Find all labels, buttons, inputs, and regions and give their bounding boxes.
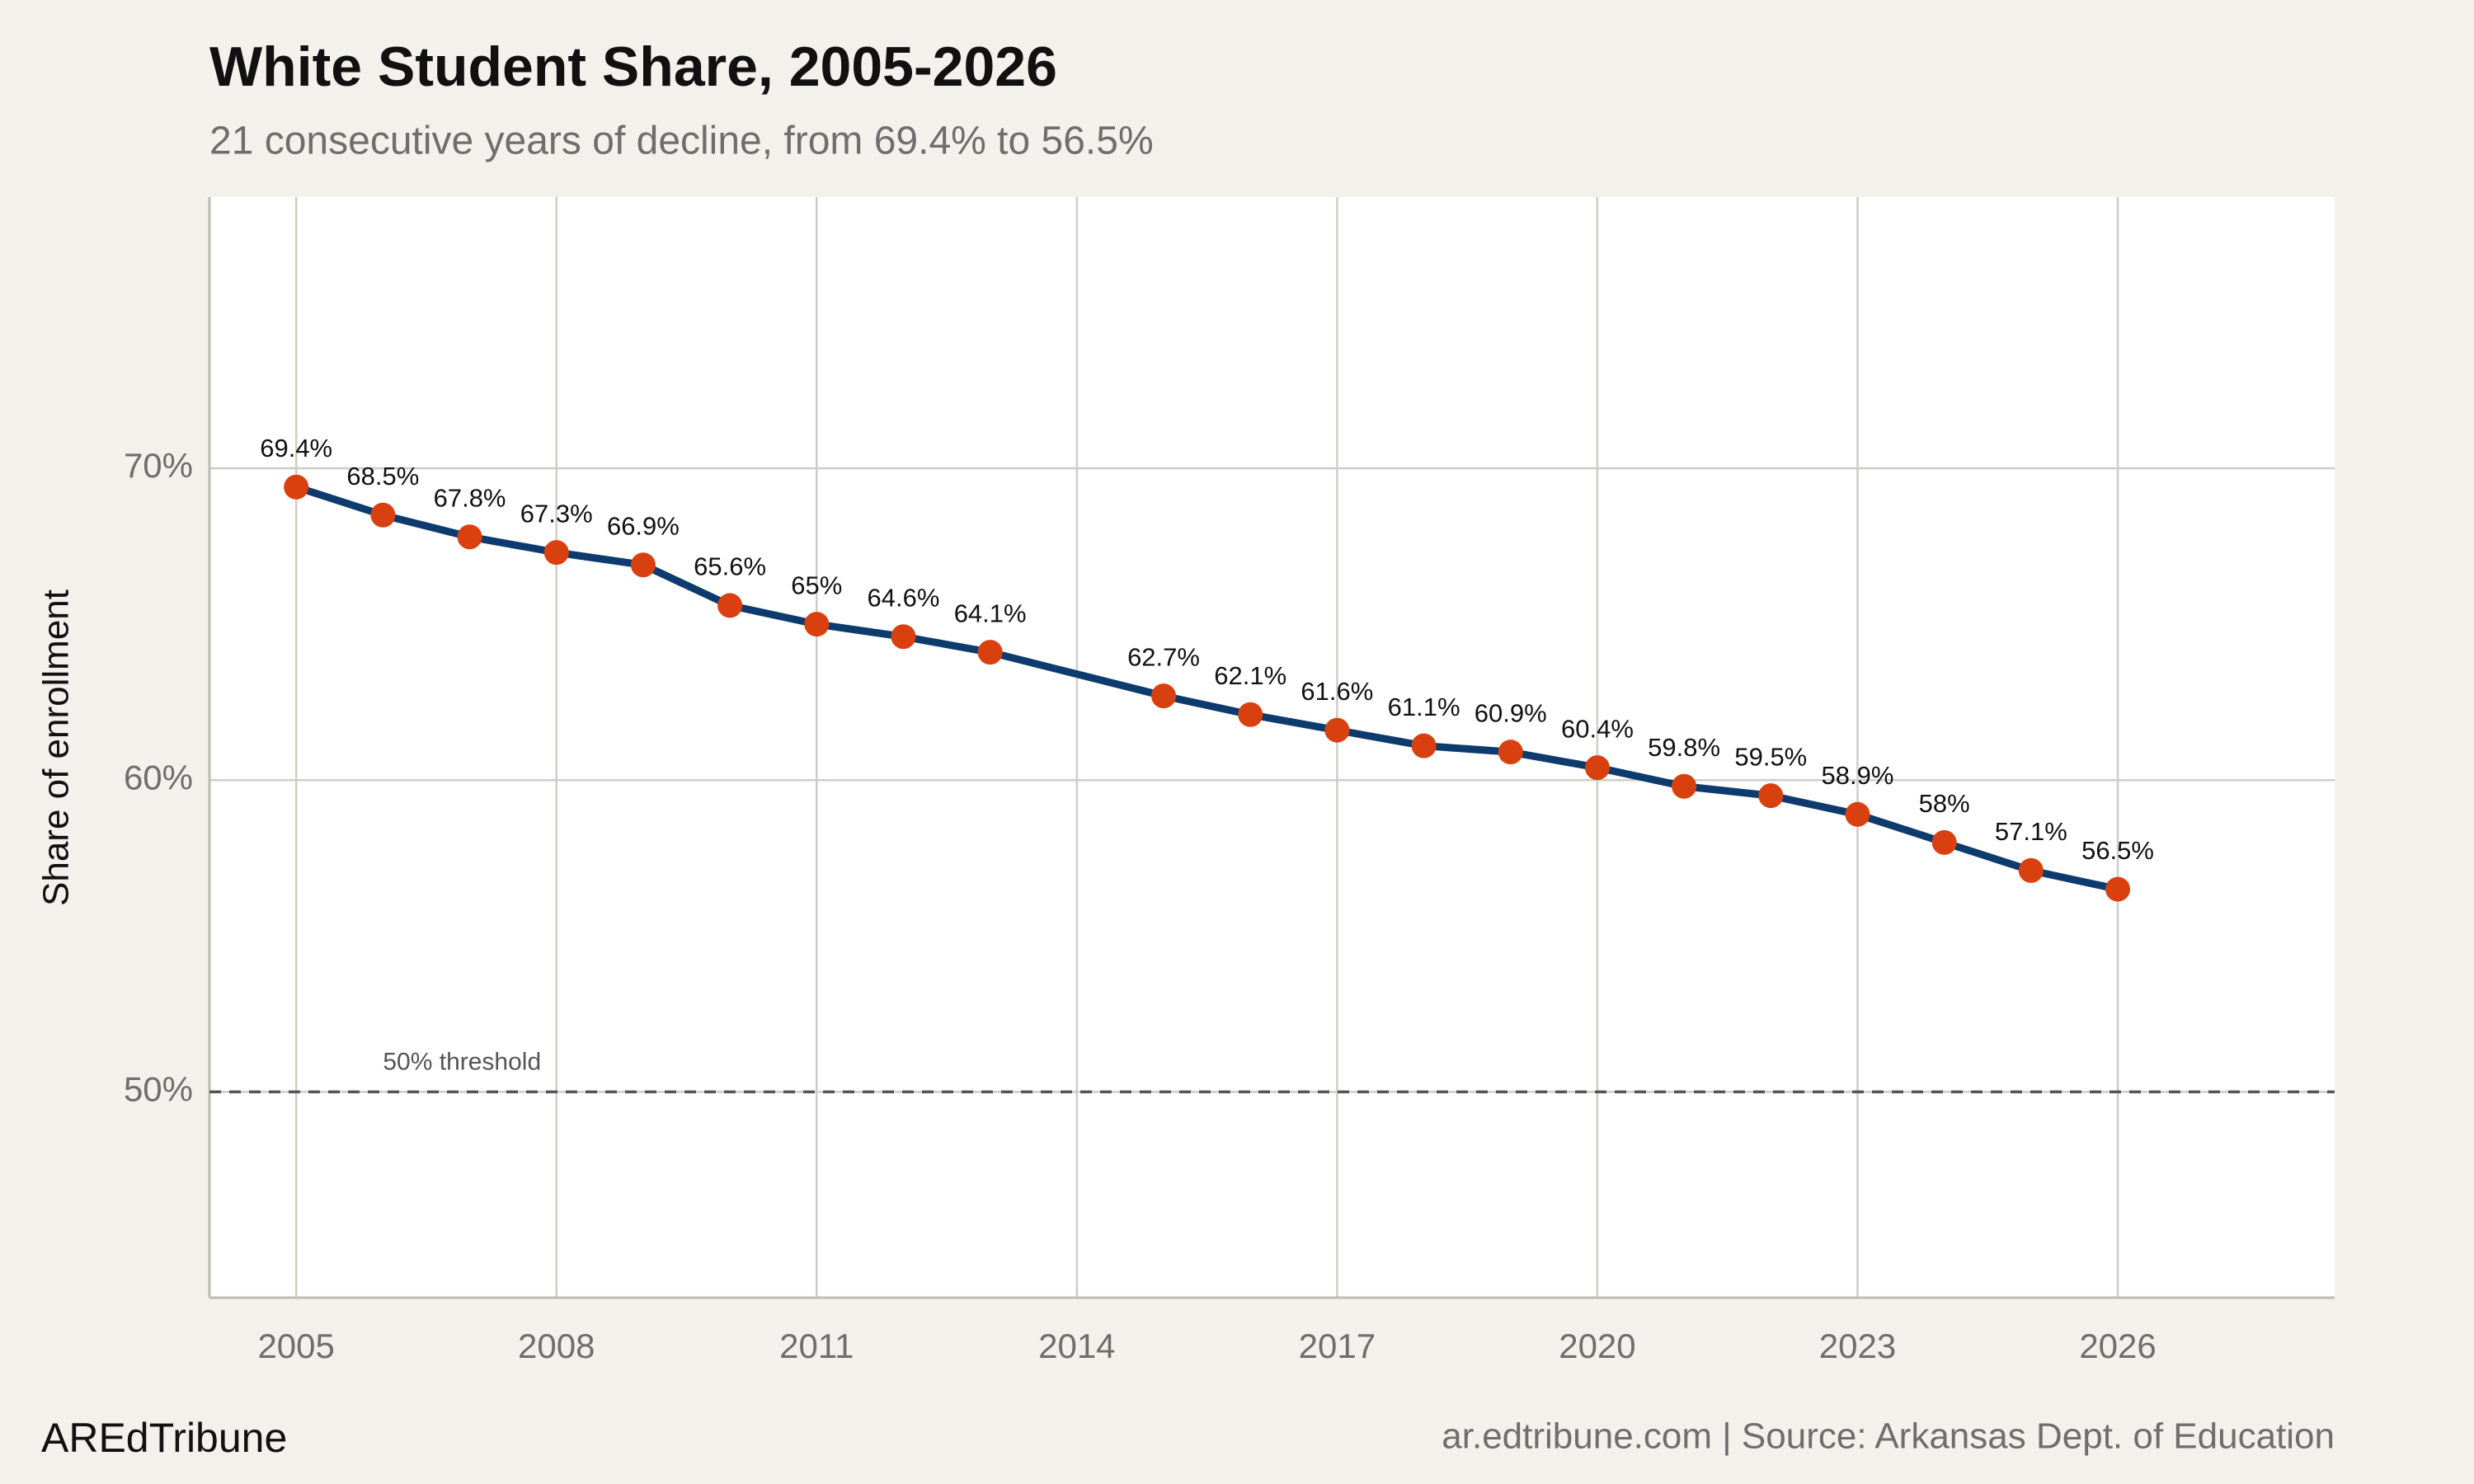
point — [1151, 683, 1177, 709]
point — [1324, 717, 1350, 743]
data-label: 65% — [791, 571, 842, 599]
reference-label: 50% threshold — [383, 1048, 541, 1075]
data-label: 58% — [1919, 789, 1970, 818]
point — [1584, 755, 1610, 781]
x-tick-label: 2020 — [1559, 1327, 1635, 1365]
point — [891, 624, 916, 650]
source-note: ar.edtribune.com | Source: Arkansas Dept… — [1442, 1416, 2335, 1457]
point — [1411, 733, 1437, 758]
data-label: 65.6% — [694, 552, 766, 581]
data-label: 58.9% — [1822, 761, 1894, 790]
y-tick-label: 60% — [124, 758, 193, 796]
point — [1672, 773, 1697, 799]
data-label: 64.6% — [868, 583, 940, 612]
data-label: 64.1% — [954, 599, 1027, 627]
data-label: 68.5% — [346, 462, 419, 491]
point — [1238, 702, 1263, 727]
point — [543, 540, 569, 566]
y-axis-label: Share of enrollment — [36, 589, 77, 906]
data-label: 59.5% — [1734, 742, 1807, 771]
point — [2105, 876, 2131, 902]
data-label: 59.8% — [1648, 733, 1720, 762]
x-tick-label: 2014 — [1038, 1327, 1115, 1365]
point — [977, 640, 1003, 665]
plot-area — [209, 197, 2335, 1298]
point — [1498, 740, 1523, 765]
data-label: 67.8% — [434, 483, 506, 512]
point — [457, 524, 482, 550]
x-tick-label: 2023 — [1819, 1327, 1896, 1365]
point — [370, 502, 396, 528]
x-tick-label: 2017 — [1299, 1327, 1376, 1365]
data-label: 57.1% — [1995, 817, 2067, 846]
point — [717, 593, 743, 618]
data-label: 61.6% — [1300, 677, 1373, 706]
data-label: 66.9% — [607, 511, 680, 540]
brand: AREdTribune — [41, 1415, 287, 1461]
y-tick-label: 50% — [124, 1069, 193, 1108]
point — [284, 474, 309, 500]
x-tick-label: 2005 — [257, 1327, 334, 1365]
data-label: 67.3% — [520, 499, 593, 528]
chart-title: White Student Share, 2005-2026 — [209, 35, 1057, 98]
x-tick-label: 2026 — [2079, 1327, 2156, 1365]
data-label: 60.4% — [1561, 714, 1634, 743]
point — [1845, 801, 1870, 827]
point — [2018, 857, 2044, 883]
data-label: 62.1% — [1214, 661, 1286, 690]
data-label: 62.7% — [1127, 642, 1200, 671]
point — [1758, 783, 1784, 809]
data-label: 60.9% — [1475, 698, 1547, 727]
data-label: 69.4% — [260, 434, 332, 463]
point — [630, 552, 656, 578]
y-tick-label: 70% — [124, 446, 193, 485]
x-tick-label: 2011 — [779, 1327, 854, 1365]
point — [1931, 829, 1957, 855]
chart-subtitle: 21 consecutive years of decline, from 69… — [209, 120, 1154, 163]
data-label: 56.5% — [2081, 836, 2154, 865]
x-tick-label: 2008 — [518, 1327, 595, 1365]
point — [804, 612, 830, 637]
data-label: 61.1% — [1388, 693, 1460, 721]
